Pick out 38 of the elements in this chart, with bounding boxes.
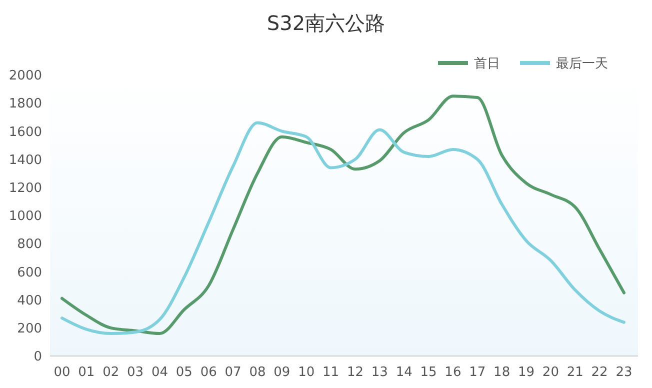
legend-label: 首日	[474, 56, 500, 72]
x-tick-label: 17	[469, 365, 486, 380]
x-tick-label: 08	[249, 365, 266, 380]
y-tick-label: 2000	[8, 68, 42, 84]
y-tick-label: 600	[17, 265, 42, 280]
x-tick-label: 18	[494, 365, 510, 380]
legend-label: 最后一天	[556, 56, 608, 72]
chart-title: S32南六公路	[266, 11, 386, 35]
x-tick-label: 06	[200, 365, 217, 380]
x-tick-label: 07	[224, 365, 242, 380]
y-tick-label: 400	[17, 293, 42, 308]
y-tick-label: 1600	[8, 124, 42, 140]
x-tick-label: 04	[151, 365, 168, 380]
x-tick-label: 10	[298, 365, 315, 380]
x-tick-label: 23	[616, 365, 632, 380]
x-tick-label: 09	[274, 365, 290, 380]
x-tick-label: 13	[371, 365, 388, 380]
y-tick-label: 200	[17, 321, 42, 336]
x-tick-label: 19	[518, 365, 535, 380]
y-tick-label: 0	[34, 350, 42, 365]
y-tick-label: 800	[17, 237, 42, 252]
x-tick-label: 05	[176, 365, 192, 380]
y-tick-label: 1400	[8, 152, 42, 168]
y-tick-label: 1000	[8, 209, 42, 224]
x-tick-label: 00	[54, 365, 70, 380]
x-tick-label: 15	[420, 365, 437, 380]
x-tick-label: 16	[444, 365, 462, 380]
x-tick-label: 02	[102, 365, 120, 380]
y-tick-label: 1200	[8, 180, 42, 196]
x-tick-label: 01	[78, 365, 95, 380]
x-tick-label: 21	[566, 365, 584, 380]
x-tick-label: 14	[396, 365, 412, 380]
x-tick-label: 12	[346, 365, 364, 380]
x-tick-label: 20	[542, 365, 559, 380]
x-tick-label: 22	[591, 365, 608, 380]
y-tick-label: 1800	[8, 96, 42, 112]
x-tick-label: 11	[322, 365, 340, 380]
x-tick-label: 03	[127, 365, 144, 380]
